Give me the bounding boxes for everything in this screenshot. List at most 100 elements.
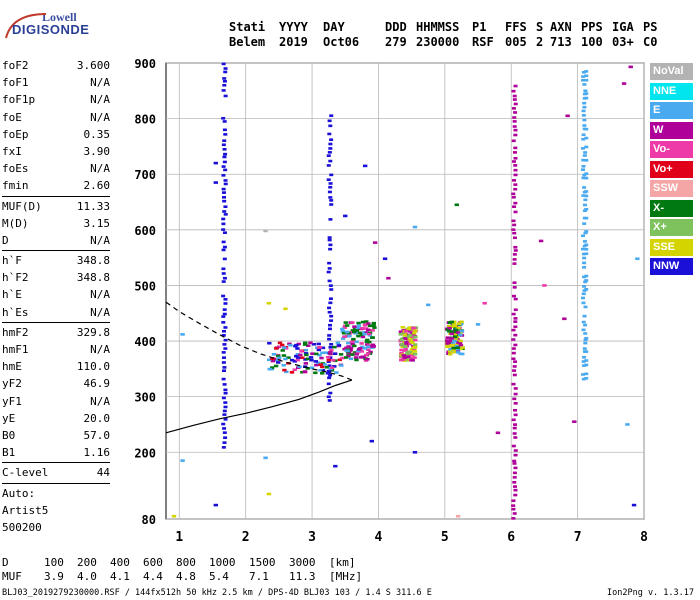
echo-mark bbox=[403, 329, 409, 333]
echo-mark bbox=[280, 349, 285, 352]
legend-item: W bbox=[650, 121, 693, 139]
echo-mark bbox=[370, 329, 375, 332]
echo-mark bbox=[512, 116, 517, 119]
echo-mark bbox=[222, 257, 227, 261]
echo-mark bbox=[448, 330, 454, 333]
echo-mark bbox=[580, 234, 585, 238]
echo-mark bbox=[350, 321, 355, 324]
echo-mark bbox=[363, 327, 369, 330]
echo-mark bbox=[276, 354, 281, 358]
echo-mark bbox=[513, 423, 518, 426]
echo-mark bbox=[342, 335, 347, 339]
parameter-row: foE N/A bbox=[2, 109, 110, 126]
echo-mark bbox=[404, 335, 410, 339]
echo-mark bbox=[447, 339, 453, 343]
echo-mark bbox=[582, 240, 587, 243]
echo-mark bbox=[412, 343, 418, 346]
echo-mark bbox=[223, 388, 228, 392]
echo-mark bbox=[358, 356, 364, 359]
echo-mark bbox=[326, 154, 331, 157]
echo-mark bbox=[512, 120, 517, 123]
echo-mark bbox=[581, 364, 586, 367]
echo-mark bbox=[410, 335, 415, 338]
y-tick-label: 600 bbox=[134, 224, 156, 238]
echo-mark bbox=[512, 262, 517, 265]
echo-mark bbox=[351, 337, 356, 341]
parameter-name: foF1p bbox=[2, 93, 36, 107]
echo-mark bbox=[295, 352, 300, 356]
station-header: Stati YYYY DAY DDD HHMMSS P1 FFS S AXN P… bbox=[229, 20, 665, 50]
echo-mark bbox=[413, 329, 418, 332]
echo-mark bbox=[584, 230, 589, 233]
echo-mark bbox=[445, 342, 450, 345]
echo-mark bbox=[407, 337, 412, 341]
parameter-name: C-level bbox=[2, 466, 49, 480]
echo-mark bbox=[343, 356, 349, 359]
echo-mark bbox=[584, 92, 589, 95]
echo-mark bbox=[513, 133, 518, 137]
echo-mark bbox=[625, 423, 630, 426]
legend-item: NoVal bbox=[650, 63, 693, 80]
echo-mark bbox=[328, 247, 333, 251]
echo-mark bbox=[295, 356, 301, 360]
echo-mark bbox=[511, 89, 516, 93]
echo-mark bbox=[308, 341, 313, 345]
echo-mark bbox=[512, 205, 517, 208]
echo-mark bbox=[222, 148, 227, 151]
echo-mark bbox=[584, 172, 589, 175]
echo-mark bbox=[300, 356, 305, 360]
echo-mark bbox=[328, 196, 333, 199]
echo-mark bbox=[222, 196, 227, 199]
parameter-separator bbox=[2, 482, 110, 484]
echo-mark bbox=[305, 357, 311, 361]
echo-mark bbox=[327, 337, 332, 341]
echo-mark bbox=[327, 119, 332, 123]
echo-mark bbox=[221, 351, 226, 354]
echo-mark bbox=[367, 324, 373, 328]
echo-mark bbox=[454, 328, 459, 332]
echo-mark bbox=[458, 339, 463, 343]
echo-mark bbox=[582, 285, 587, 288]
parameter-value: N/A bbox=[90, 110, 110, 124]
echo-mark bbox=[583, 341, 588, 345]
echo-mark bbox=[451, 348, 456, 352]
muf-value: 4.0 bbox=[77, 570, 97, 583]
echo-mark bbox=[315, 361, 321, 365]
echo-mark bbox=[354, 340, 359, 344]
echo-mark bbox=[582, 124, 587, 127]
parameter-row: B1 1.16 bbox=[2, 444, 110, 461]
legend-item: NNE bbox=[650, 82, 693, 100]
echo-mark bbox=[511, 444, 516, 448]
echo-mark bbox=[346, 354, 351, 358]
echo-mark bbox=[400, 345, 405, 349]
echo-mark bbox=[222, 77, 227, 80]
echo-mark bbox=[511, 382, 516, 386]
echo-mark bbox=[284, 370, 289, 374]
echo-mark bbox=[511, 139, 516, 143]
parameter-row: h`F2 348.8 bbox=[2, 269, 110, 286]
echo-mark bbox=[399, 348, 404, 352]
echo-mark bbox=[451, 346, 456, 350]
echo-mark bbox=[222, 199, 227, 203]
file-info-footer: BLJ03_2019279230000.RSF / 144fx512h 50 k… bbox=[2, 588, 432, 598]
echo-mark bbox=[343, 321, 348, 324]
echo-mark bbox=[451, 323, 457, 326]
echo-mark bbox=[512, 223, 517, 227]
echo-mark bbox=[316, 342, 321, 346]
echo-mark bbox=[320, 346, 326, 350]
parameter-name: D bbox=[2, 233, 9, 247]
parameter-value: N/A bbox=[90, 233, 110, 247]
echo-mark bbox=[512, 258, 517, 261]
echo-mark bbox=[318, 369, 323, 372]
echo-mark bbox=[292, 368, 297, 372]
echo-mark bbox=[405, 355, 411, 359]
echo-mark bbox=[346, 345, 351, 348]
echo-mark bbox=[513, 187, 518, 191]
echo-mark bbox=[221, 396, 226, 400]
echo-mark bbox=[513, 453, 518, 457]
x-tick-label: 5 bbox=[441, 530, 449, 545]
version-footer: Ion2Png v. 1.3.17 bbox=[607, 588, 694, 598]
echo-mark bbox=[325, 355, 331, 359]
parameter-value: 11.33 bbox=[76, 199, 110, 213]
echo-mark bbox=[513, 249, 518, 252]
